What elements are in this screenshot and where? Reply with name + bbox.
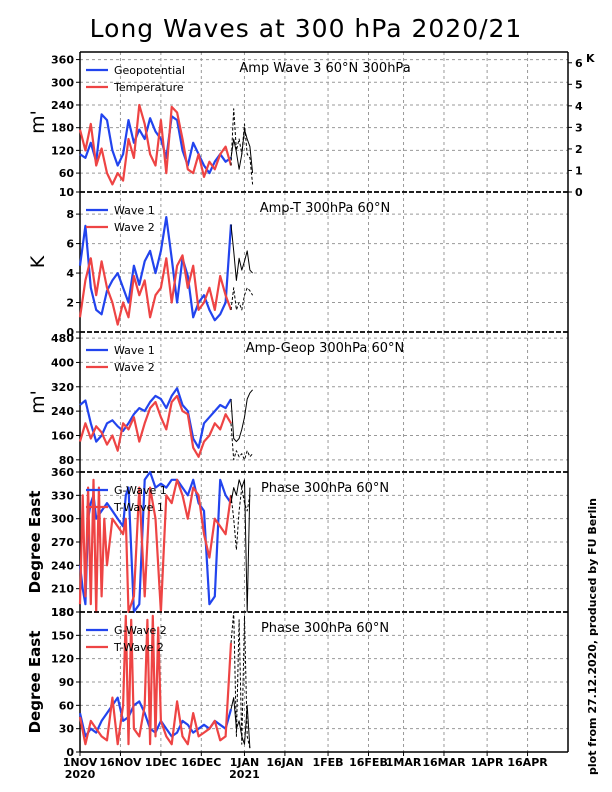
series-line-forecast-twave1 [230, 487, 251, 551]
y-axis-label: Degree East [26, 631, 44, 734]
credit-text: plot from 27.12.2020, produced by FU Ber… [586, 498, 599, 775]
series-line-forecast-gwave1 [230, 479, 251, 613]
y-tick-label: 60 [59, 167, 75, 180]
y-tick-label: 120 [51, 144, 74, 157]
x-tick-year: 2020 [65, 768, 96, 781]
legend-label: Wave 1 [114, 204, 155, 217]
chart-title: Long Waves at 300 hPa 2020/21 [89, 14, 523, 43]
legend-label: Geopotential [114, 64, 185, 77]
legend-label: Wave 2 [114, 361, 155, 374]
panel-title: Amp-T 300hPa 60°N [260, 201, 391, 216]
y-tick-label: 6 [66, 238, 74, 251]
legend-label: T-Wave 1 [113, 501, 164, 514]
right-tick-label: 6 [575, 57, 583, 70]
y-tick-label: 400 [51, 356, 74, 369]
y-tick-label: 300 [51, 513, 74, 526]
legend-label: Wave 1 [114, 344, 155, 357]
y-tick-label: 180 [51, 606, 74, 619]
panel-title: Phase 300hPa 60°N [261, 481, 389, 496]
y-tick-label: 480 [51, 332, 74, 345]
x-tick-label: 16MAR [422, 756, 466, 769]
y-tick-label: 60 [59, 699, 75, 712]
series-line-forecast-twave2 [230, 611, 251, 749]
panel-title: Phase 300hPa 60°N [261, 621, 389, 636]
y-tick-label: 80 [59, 454, 75, 467]
y-tick-label: 160 [51, 429, 74, 442]
y-tick-label: 30 [59, 723, 75, 736]
x-tick-label: 16FEB [349, 756, 388, 769]
series-line-t-wave-1 [78, 478, 233, 614]
legend-label: Wave 2 [114, 221, 155, 234]
y-tick-label: 360 [51, 466, 74, 479]
y-tick-label: 360 [51, 54, 74, 67]
y-tick-label: 240 [51, 99, 74, 112]
x-tick-label: 1JAN [230, 756, 259, 769]
series-line-geopotential [79, 113, 232, 175]
y-tick-label: 90 [59, 676, 75, 689]
legend-label: G-Wave 2 [114, 624, 167, 637]
series-line-wave-2 [78, 254, 233, 326]
right-tick-label: 0 [575, 186, 583, 199]
y-tick-label: 8 [66, 208, 74, 221]
y-tick-label: 0 [66, 326, 74, 339]
x-tick-year: 2021 [229, 768, 260, 781]
y-axis-label: m' [27, 390, 49, 414]
x-tick-label: 1APR [471, 756, 504, 769]
series-line-forecast-wave2 [230, 423, 253, 461]
y-tick-label: 270 [51, 536, 74, 549]
x-tick-label: 1FEB [313, 756, 344, 769]
y-tick-label: 150 [51, 629, 74, 642]
series-line-wave-2 [78, 394, 232, 458]
y-tick-label: 300 [51, 76, 74, 89]
x-tick-label: 16APR [507, 756, 548, 769]
y-axis-label: Degree East [26, 491, 44, 594]
y-tick-label: 2 [66, 297, 74, 310]
y-tick-label: 10 [59, 186, 75, 199]
y-tick-label: 240 [51, 559, 74, 572]
legend-label: T-Wave 2 [113, 641, 164, 654]
y-tick-label: 180 [51, 606, 74, 619]
y-tick-label: 330 [51, 489, 74, 502]
x-tick-label: 1NOV [63, 756, 98, 769]
y-tick-label: 180 [51, 122, 74, 135]
right-axis-label: K [586, 52, 595, 65]
right-tick-label: 1 [575, 164, 583, 177]
legend-label: G-Wave 1 [114, 484, 167, 497]
x-tick-label: 1MAR [386, 756, 422, 769]
y-tick-label: 4 [66, 267, 74, 280]
series-line-forecast-wave2 [230, 287, 254, 311]
y-tick-label: 0 [66, 746, 74, 759]
y-tick-label: 240 [51, 405, 74, 418]
y-tick-label: 120 [51, 653, 74, 666]
y-tick-label: 210 [51, 583, 74, 596]
panel-title: Amp Wave 3 60°N 300hPa [239, 61, 410, 76]
right-tick-label: 5 [575, 78, 583, 91]
x-tick-label: 16JAN [266, 756, 303, 769]
x-tick-label: 16NOV [99, 756, 142, 769]
y-axis-label: m' [27, 110, 49, 134]
y-tick-label: 320 [51, 381, 74, 394]
x-tick-label: 16DEC [181, 756, 221, 769]
series-line-forecast-wave1 [230, 389, 253, 443]
x-tick-label: 1DEC [145, 756, 177, 769]
series-line-temperature [78, 103, 233, 186]
right-tick-label: 3 [575, 121, 583, 134]
series-line-forecast-wave1 [230, 224, 253, 281]
y-axis-label: K [27, 255, 49, 268]
series-line-forecast-temperature [230, 108, 254, 185]
right-tick-label: 4 [575, 100, 583, 113]
panel-title: Amp-Geop 300hPa 60°N [246, 341, 405, 356]
right-tick-label: 2 [575, 143, 583, 156]
series-line-t-wave-2 [78, 614, 233, 746]
series-line-wave-1 [79, 387, 232, 449]
legend-label: Temperature [113, 81, 184, 94]
